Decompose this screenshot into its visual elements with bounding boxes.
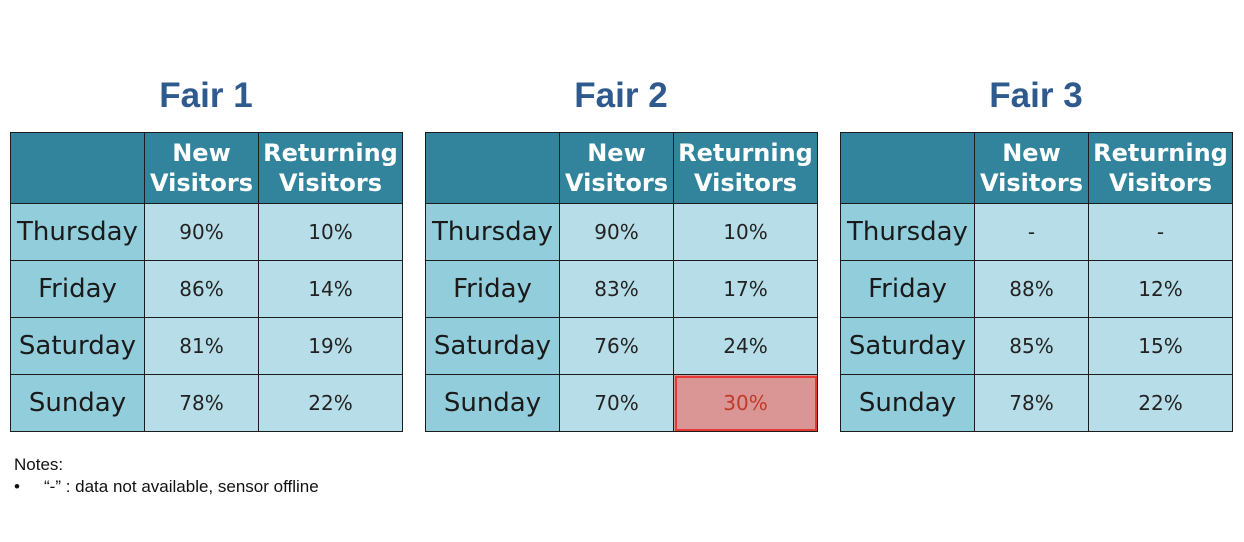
table-row: Friday 86% 14% bbox=[10, 260, 403, 318]
highlighted-returning-visitors-cell: 30% bbox=[673, 374, 818, 432]
day-cell: Saturday bbox=[840, 317, 975, 375]
fair-2-table: New Visitors Returning Visitors Thursday… bbox=[425, 132, 818, 432]
header-returning-visitors: Returning Visitors bbox=[258, 132, 403, 204]
day-cell: Friday bbox=[425, 260, 560, 318]
fair-3-panel: Fair 3 New Visitors Returning Visitors T… bbox=[840, 74, 1233, 432]
day-cell: Thursday bbox=[425, 203, 560, 261]
table-row: Saturday 81% 19% bbox=[10, 317, 403, 375]
table-row: Sunday 78% 22% bbox=[840, 374, 1233, 432]
table-row: Friday 83% 17% bbox=[425, 260, 818, 318]
returning-visitors-cell: 17% bbox=[673, 260, 818, 318]
returning-visitors-cell: 22% bbox=[258, 374, 403, 432]
header-new-visitors: New Visitors bbox=[559, 132, 674, 204]
day-cell: Thursday bbox=[840, 203, 975, 261]
header-new-visitors: New Visitors bbox=[974, 132, 1089, 204]
new-visitors-cell: 78% bbox=[974, 374, 1089, 432]
fair-3-title: Fair 3 bbox=[989, 76, 1083, 115]
day-cell: Saturday bbox=[10, 317, 145, 375]
returning-visitors-cell: 19% bbox=[258, 317, 403, 375]
table-row: Sunday 70% 30% bbox=[425, 374, 818, 432]
new-visitors-cell: 78% bbox=[144, 374, 259, 432]
returning-visitors-cell: 14% bbox=[258, 260, 403, 318]
day-cell: Saturday bbox=[425, 317, 560, 375]
notes-heading: Notes: bbox=[14, 455, 64, 474]
fair-1-panel: Fair 1 New Visitors Returning Visitors T… bbox=[10, 74, 403, 432]
header-returning-visitors: Returning Visitors bbox=[1088, 132, 1233, 204]
returning-visitors-cell: 10% bbox=[258, 203, 403, 261]
new-visitors-cell: 81% bbox=[144, 317, 259, 375]
notes-section: Notes: • “-” : data not available, senso… bbox=[14, 454, 319, 498]
header-returning-visitors: Returning Visitors bbox=[673, 132, 818, 204]
table-row: Sunday 78% 22% bbox=[10, 374, 403, 432]
new-visitors-cell: - bbox=[974, 203, 1089, 261]
table-row: Saturday 85% 15% bbox=[840, 317, 1233, 375]
fair-3-table: New Visitors Returning Visitors Thursday… bbox=[840, 132, 1233, 432]
table-row: Saturday 76% 24% bbox=[425, 317, 818, 375]
fair-2-panel: Fair 2 New Visitors Returning Visitors T… bbox=[425, 74, 818, 432]
returning-visitors-cell: 12% bbox=[1088, 260, 1233, 318]
returning-visitors-cell: - bbox=[1088, 203, 1233, 261]
new-visitors-cell: 86% bbox=[144, 260, 259, 318]
returning-visitors-cell: 22% bbox=[1088, 374, 1233, 432]
returning-visitors-cell: 24% bbox=[673, 317, 818, 375]
header-empty-cell bbox=[425, 132, 560, 204]
new-visitors-cell: 70% bbox=[559, 374, 674, 432]
new-visitors-cell: 83% bbox=[559, 260, 674, 318]
header-row: New Visitors Returning Visitors bbox=[425, 132, 818, 204]
notes-item-text: “-” : data not available, sensor offline bbox=[44, 477, 319, 496]
returning-visitors-cell: 10% bbox=[673, 203, 818, 261]
table-row: Thursday 90% 10% bbox=[10, 203, 403, 261]
header-empty-cell bbox=[10, 132, 145, 204]
fair-2-title: Fair 2 bbox=[574, 76, 668, 115]
new-visitors-cell: 76% bbox=[559, 317, 674, 375]
notes-list-item: • “-” : data not available, sensor offli… bbox=[14, 476, 319, 498]
header-new-visitors: New Visitors bbox=[144, 132, 259, 204]
fair-1-table: New Visitors Returning Visitors Thursday… bbox=[10, 132, 403, 432]
day-cell: Friday bbox=[10, 260, 145, 318]
day-cell: Sunday bbox=[840, 374, 975, 432]
new-visitors-cell: 90% bbox=[144, 203, 259, 261]
new-visitors-cell: 90% bbox=[559, 203, 674, 261]
table-row: Thursday 90% 10% bbox=[425, 203, 818, 261]
day-cell: Thursday bbox=[10, 203, 145, 261]
day-cell: Friday bbox=[840, 260, 975, 318]
bullet-icon: • bbox=[14, 477, 20, 496]
returning-visitors-cell: 15% bbox=[1088, 317, 1233, 375]
new-visitors-cell: 88% bbox=[974, 260, 1089, 318]
table-row: Friday 88% 12% bbox=[840, 260, 1233, 318]
day-cell: Sunday bbox=[10, 374, 145, 432]
header-row: New Visitors Returning Visitors bbox=[840, 132, 1233, 204]
fair-1-title: Fair 1 bbox=[159, 76, 253, 115]
header-empty-cell bbox=[840, 132, 975, 204]
day-cell: Sunday bbox=[425, 374, 560, 432]
header-row: New Visitors Returning Visitors bbox=[10, 132, 403, 204]
table-row: Thursday - - bbox=[840, 203, 1233, 261]
new-visitors-cell: 85% bbox=[974, 317, 1089, 375]
